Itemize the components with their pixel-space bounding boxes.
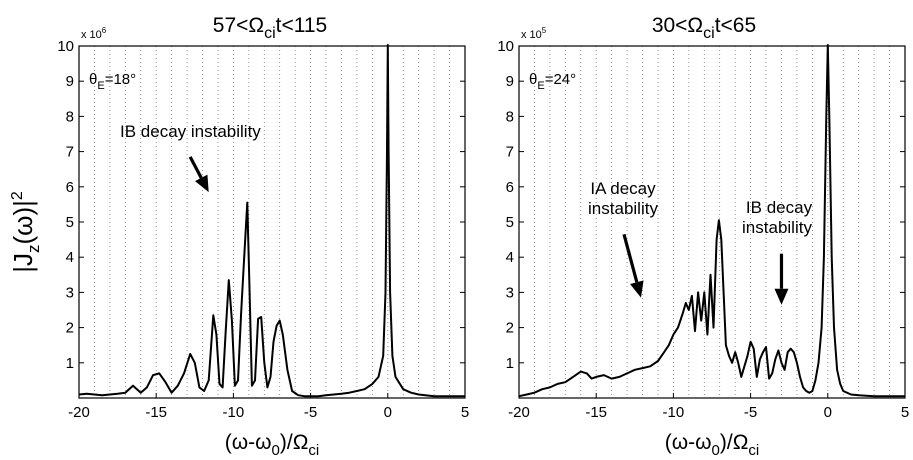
x-tick-label: 5 <box>461 404 469 421</box>
y-tick-label: 5 <box>506 214 514 231</box>
left-y-ticks: 1 2 3 4 5 6 7 8 9 10 <box>57 38 465 372</box>
y-tick-label: 8 <box>66 108 74 125</box>
y-tick-label: 1 <box>66 355 74 372</box>
y-tick-label: 10 <box>57 38 74 55</box>
right-annotation-arrows <box>622 233 789 305</box>
y-tick-label: 4 <box>66 249 74 266</box>
x-tick-label: 0 <box>384 404 392 421</box>
y-tick-label: 2 <box>66 320 74 337</box>
left-annotation-arrow <box>188 156 209 193</box>
x-tick-label: -15 <box>585 404 607 421</box>
x-tick-label: -10 <box>663 404 685 421</box>
x-tick-label: -10 <box>223 404 245 421</box>
right-y-ticks: 1 2 3 4 5 6 7 8 9 10 <box>497 38 905 372</box>
right-x-axis-label: (ω-ω0)/Ωci <box>665 431 760 459</box>
right-panel-title: 30<Ωcit<65 <box>652 14 756 42</box>
left-plot-frame <box>78 45 466 399</box>
left-y-multiplier: x 106 <box>81 26 107 41</box>
y-tick-label: 6 <box>506 179 514 196</box>
annotation-arrow-shaft <box>622 233 639 283</box>
left-x-axis-label: (ω-ω0)/Ωci <box>225 431 320 459</box>
y-tick-label: 3 <box>66 284 74 301</box>
right-panel: 30<Ωcit<65 x 105 1 2 3 4 5 6 7 8 9 10 -20 -15 -10 -5… <box>497 14 909 459</box>
y-tick-label: 10 <box>497 38 514 55</box>
y-tick-label: 8 <box>506 108 514 125</box>
annotation-arrow-shaft <box>188 156 203 179</box>
x-tick-label: -20 <box>68 404 90 421</box>
x-tick-label: 0 <box>824 404 832 421</box>
y-axis-label: |Jz(ω)|2 <box>8 191 43 273</box>
y-tick-label: 3 <box>506 284 514 301</box>
y-tick-label: 5 <box>66 214 74 231</box>
y-tick-label: 7 <box>506 144 514 161</box>
x-tick-label: -5 <box>304 404 317 421</box>
x-tick-label: -20 <box>508 404 530 421</box>
right-annotation-ib-decay-line1: IB decay <box>746 198 813 217</box>
y-tick-label: 6 <box>66 179 74 196</box>
x-tick-label: 5 <box>901 404 909 421</box>
left-annotation-ib-decay: IB decay instability <box>120 122 261 141</box>
right-annotation-ib-decay-line2: instability <box>742 218 812 237</box>
annotation-arrow-head <box>630 280 644 298</box>
left-panel-title: 57<Ωcit<115 <box>213 14 327 42</box>
right-theta-label: θE=24° <box>529 71 576 92</box>
x-tick-label: -5 <box>744 404 757 421</box>
right-annotation-ia-decay-line2: instability <box>588 199 658 218</box>
left-x-ticks: -20 -15 -10 -5 0 5 <box>68 393 469 421</box>
y-tick-label: 7 <box>66 144 74 161</box>
y-tick-label: 9 <box>506 73 514 90</box>
y-tick-label: 1 <box>506 355 514 372</box>
annotation-arrow-head <box>195 174 209 193</box>
y-tick-label: 2 <box>506 320 514 337</box>
x-tick-label: -15 <box>145 404 167 421</box>
y-tick-label: 4 <box>506 249 514 266</box>
left-theta-label: θE=18° <box>89 71 136 92</box>
annotation-arrow-head <box>774 288 789 305</box>
left-series-line <box>78 44 465 398</box>
right-grid-lines <box>534 46 890 398</box>
right-annotation-ia-decay-line1: IA decay <box>590 179 656 198</box>
y-tick-label: 9 <box>66 73 74 90</box>
right-series-line <box>518 44 905 398</box>
right-y-multiplier: x 105 <box>521 26 547 41</box>
left-grid-lines <box>94 46 450 398</box>
right-x-ticks: -20 -15 -10 -5 0 5 <box>508 393 909 421</box>
right-plot-frame <box>518 45 906 399</box>
